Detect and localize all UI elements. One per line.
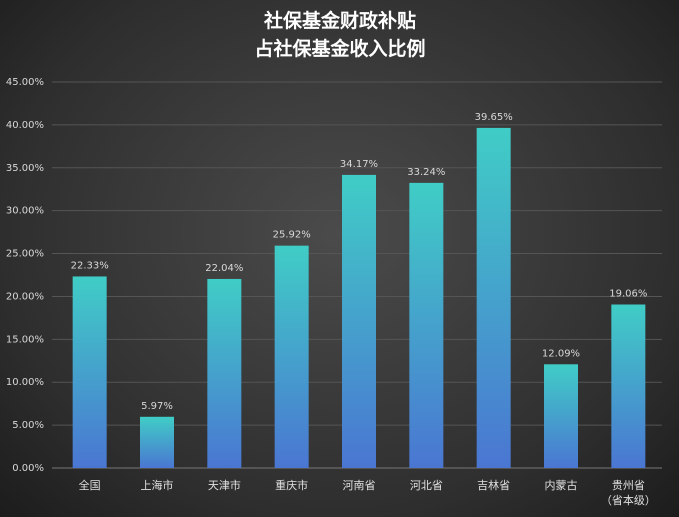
x-tick-label: 内蒙古 xyxy=(544,479,578,492)
data-label: 39.65% xyxy=(475,112,513,123)
x-tick-label: 河北省 xyxy=(409,479,443,492)
chart-title: 社保基金财政补贴 xyxy=(263,9,416,32)
y-tick-label: 0.00% xyxy=(12,463,44,474)
bar xyxy=(544,364,578,468)
data-label: 34.17% xyxy=(340,159,378,170)
y-tick-label: 10.00% xyxy=(6,377,44,388)
bar xyxy=(140,416,174,468)
bar xyxy=(476,127,511,468)
data-label: 12.09% xyxy=(542,348,580,359)
bar xyxy=(207,278,242,468)
x-tick-label: 全国 xyxy=(78,479,101,492)
x-tick-label: 河南省 xyxy=(342,479,376,492)
data-label: 33.24% xyxy=(407,167,445,178)
data-label: 22.04% xyxy=(205,263,243,274)
y-tick-label: 45.00% xyxy=(6,77,44,88)
chart-title: 占社保基金收入比例 xyxy=(254,37,425,60)
y-tick-label: 15.00% xyxy=(6,334,44,345)
y-tick-label: 5.00% xyxy=(12,420,44,431)
x-tick-label: 贵州省 （省本级） xyxy=(600,479,656,507)
x-tick-label: 上海市 xyxy=(140,479,174,492)
data-label: 19.06% xyxy=(609,289,647,300)
bar xyxy=(611,304,646,468)
y-tick-label: 35.00% xyxy=(6,163,44,174)
y-tick-label: 25.00% xyxy=(6,249,44,260)
bar xyxy=(409,182,444,468)
y-tick-label: 30.00% xyxy=(6,206,44,217)
bar xyxy=(342,174,376,468)
data-label: 25.92% xyxy=(273,230,311,241)
data-label: 22.33% xyxy=(71,260,109,271)
data-label: 5.97% xyxy=(141,401,173,412)
bar xyxy=(274,245,309,468)
x-tick-label: 天津市 xyxy=(207,479,241,492)
bar xyxy=(72,276,107,468)
x-tick-label: 重庆市 xyxy=(275,479,309,492)
y-tick-label: 40.00% xyxy=(6,120,44,131)
x-tick-label: 吉林省 xyxy=(477,479,511,492)
y-tick-label: 20.00% xyxy=(6,291,44,302)
